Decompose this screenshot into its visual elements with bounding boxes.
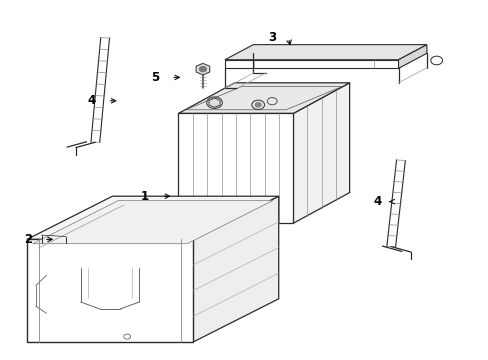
- Text: 2: 2: [23, 233, 32, 246]
- Polygon shape: [185, 86, 342, 110]
- Text: 4: 4: [372, 195, 381, 208]
- Polygon shape: [27, 239, 193, 342]
- Circle shape: [199, 67, 206, 72]
- Polygon shape: [178, 113, 293, 223]
- Circle shape: [255, 103, 261, 107]
- Polygon shape: [293, 83, 349, 223]
- Polygon shape: [196, 63, 209, 75]
- Text: 4: 4: [87, 94, 95, 107]
- Polygon shape: [224, 60, 398, 68]
- Polygon shape: [33, 201, 272, 244]
- Polygon shape: [178, 83, 349, 113]
- Polygon shape: [193, 196, 278, 342]
- Polygon shape: [208, 98, 220, 107]
- Polygon shape: [224, 45, 426, 60]
- Text: 5: 5: [150, 71, 159, 84]
- Text: 1: 1: [141, 190, 149, 203]
- Polygon shape: [27, 196, 278, 239]
- Polygon shape: [398, 45, 426, 68]
- Text: 3: 3: [267, 31, 276, 44]
